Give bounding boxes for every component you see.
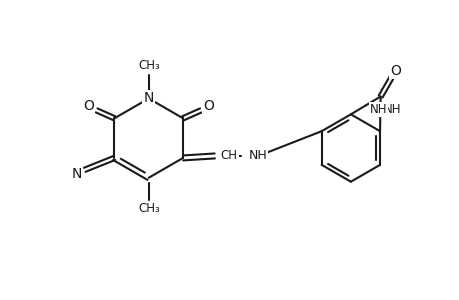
Text: N: N — [143, 92, 154, 106]
Text: O: O — [203, 99, 214, 113]
Text: CH: CH — [220, 149, 237, 162]
Text: O: O — [83, 99, 94, 113]
Text: CH₃: CH₃ — [138, 202, 159, 215]
Text: NH: NH — [248, 149, 267, 162]
Text: O: O — [389, 64, 400, 78]
Text: NH: NH — [369, 103, 386, 116]
Text: N: N — [72, 167, 82, 181]
Text: NH: NH — [383, 103, 401, 116]
Text: CH₃: CH₃ — [138, 59, 159, 72]
